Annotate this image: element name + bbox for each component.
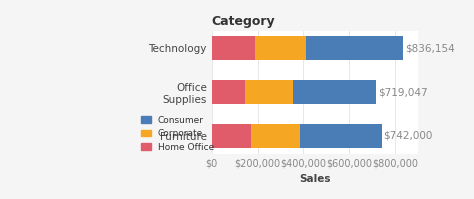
Text: $719,047: $719,047 — [378, 87, 428, 97]
Bar — [245, 80, 293, 104]
Bar — [293, 80, 376, 104]
Text: $742,000: $742,000 — [383, 131, 433, 141]
Bar — [300, 124, 382, 148]
Bar — [212, 36, 255, 60]
Bar — [255, 36, 306, 60]
Bar — [212, 80, 245, 104]
Bar — [212, 124, 251, 148]
Text: $836,154: $836,154 — [405, 43, 455, 53]
Text: Category: Category — [212, 15, 275, 28]
X-axis label: Sales: Sales — [299, 174, 330, 184]
Bar — [306, 36, 403, 60]
Bar — [251, 124, 300, 148]
Legend: Consumer, Corporate, Home Office: Consumer, Corporate, Home Office — [138, 112, 218, 155]
